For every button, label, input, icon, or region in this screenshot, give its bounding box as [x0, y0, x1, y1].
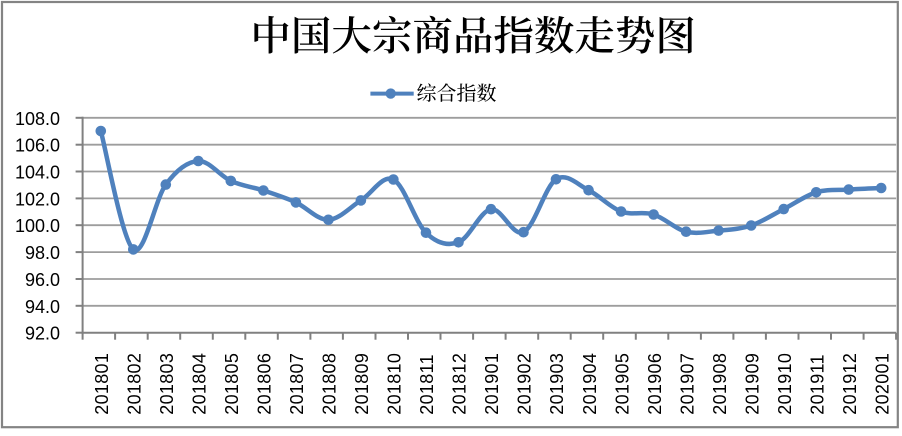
svg-text:201811: 201811 [417, 354, 437, 415]
svg-text:201806: 201806 [255, 353, 275, 415]
svg-text:201801: 201801 [92, 353, 112, 415]
svg-text:98.0: 98.0 [25, 243, 60, 263]
svg-text:201905: 201905 [612, 353, 632, 415]
svg-text:201910: 201910 [775, 353, 795, 415]
svg-text:100.0: 100.0 [15, 216, 60, 236]
svg-text:201901: 201901 [482, 353, 502, 415]
svg-text:102.0: 102.0 [15, 189, 60, 209]
svg-text:201902: 201902 [515, 353, 535, 415]
svg-text:201804: 201804 [190, 353, 210, 415]
svg-text:201906: 201906 [645, 353, 665, 415]
svg-text:202001: 202001 [872, 353, 892, 415]
svg-text:201809: 201809 [352, 353, 372, 415]
svg-text:201903: 201903 [547, 353, 567, 415]
svg-text:201909: 201909 [742, 353, 762, 415]
svg-text:201812: 201812 [450, 353, 470, 415]
svg-text:201911: 201911 [807, 354, 827, 415]
svg-text:201907: 201907 [677, 353, 697, 415]
svg-text:201904: 201904 [580, 353, 600, 415]
svg-text:201805: 201805 [222, 353, 242, 415]
svg-text:201908: 201908 [710, 353, 730, 415]
svg-text:201802: 201802 [125, 353, 145, 415]
svg-text:92.0: 92.0 [25, 324, 60, 344]
svg-text:201808: 201808 [320, 353, 340, 415]
svg-text:201912: 201912 [840, 353, 860, 415]
svg-text:104.0: 104.0 [15, 163, 60, 183]
svg-text:108.0: 108.0 [15, 109, 60, 129]
svg-text:96.0: 96.0 [25, 270, 60, 290]
svg-text:94.0: 94.0 [25, 297, 60, 317]
svg-text:201810: 201810 [385, 353, 405, 415]
svg-text:201807: 201807 [287, 353, 307, 415]
svg-text:106.0: 106.0 [15, 136, 60, 156]
svg-text:201803: 201803 [157, 353, 177, 415]
